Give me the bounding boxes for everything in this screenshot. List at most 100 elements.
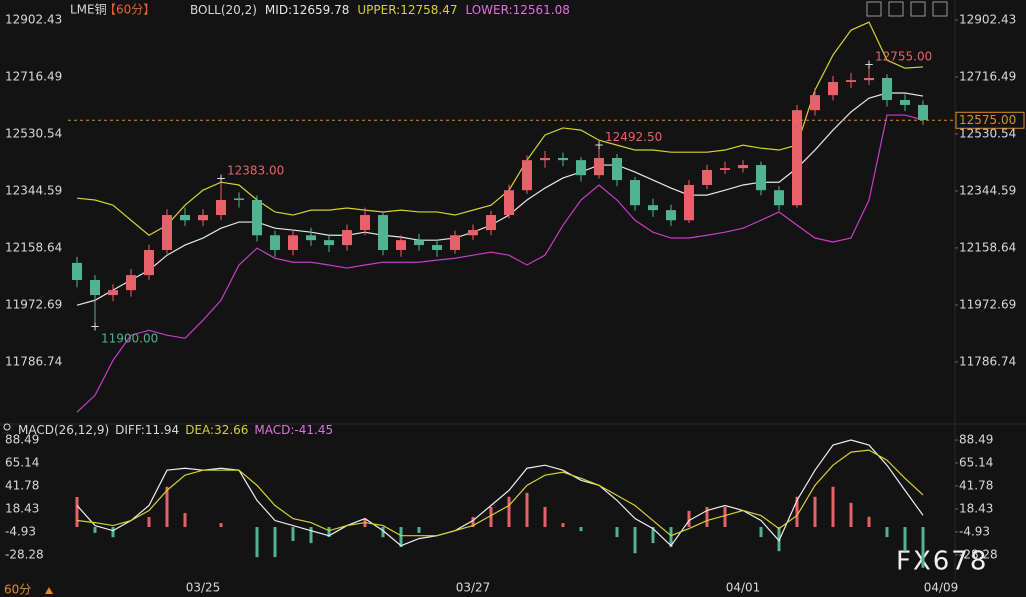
candle-body xyxy=(270,235,280,250)
y-tick-label: 88.49 xyxy=(959,433,993,447)
settings-icon[interactable] xyxy=(3,423,11,431)
candle-body xyxy=(162,215,172,250)
y-tick-label: 88.49 xyxy=(5,433,39,447)
y-tick-label: -4.93 xyxy=(5,524,36,538)
boll-line xyxy=(76,21,924,236)
macd-bar xyxy=(273,527,277,558)
last-price-label: 12575.00 xyxy=(959,113,1016,127)
extreme-marker: + xyxy=(216,172,226,186)
candle-body xyxy=(594,157,604,176)
macd-bar xyxy=(381,527,385,538)
indicator-label: UPPER:12758.47 xyxy=(357,3,457,17)
icon[interactable] xyxy=(932,1,948,17)
macd-bar xyxy=(813,496,817,528)
candle-body xyxy=(900,100,910,105)
macd-bar xyxy=(651,527,655,544)
y-tick-label: -4.93 xyxy=(959,524,990,538)
extreme-marker: + xyxy=(90,320,100,334)
macd-bar xyxy=(687,510,691,528)
x-tick-label: 04/01 xyxy=(726,581,761,595)
icon[interactable] xyxy=(888,1,904,17)
y-tick-label: 12902.43 xyxy=(959,12,1016,26)
extreme-label: 11900.00 xyxy=(101,332,158,346)
last-price-box xyxy=(955,111,1025,129)
candle-body xyxy=(342,230,352,246)
extreme-label: 12383.00 xyxy=(227,164,284,178)
candle-body xyxy=(504,190,514,216)
macd-bar xyxy=(309,527,313,544)
macd-bar xyxy=(579,527,583,532)
chart-title: MACD(26,12,9) xyxy=(18,423,109,437)
candle-body xyxy=(126,275,136,291)
candle-body xyxy=(774,190,784,206)
x-tick-label: 04/09 xyxy=(924,581,959,595)
candle-body xyxy=(180,215,190,221)
candle-body xyxy=(558,157,568,161)
candle-body xyxy=(828,81,838,96)
indicator-header: MACD(26,12,9) DIFF:11.94 DEA:32.66 MACD:-41… xyxy=(18,423,333,437)
x-tick-label: 03/25 xyxy=(186,581,221,595)
candle-body xyxy=(216,200,226,216)
macd-bar xyxy=(543,506,547,528)
macd-bar xyxy=(417,527,421,533)
candle-body xyxy=(684,184,694,221)
candle-body xyxy=(576,160,586,176)
extreme-marker: + xyxy=(594,138,604,152)
candle-body xyxy=(468,230,478,236)
macd-bar xyxy=(903,527,907,552)
macd-bar xyxy=(723,506,727,528)
candle-body xyxy=(486,215,496,231)
y-tick-label: 18.43 xyxy=(5,501,39,515)
indicator-label: MID:12659.78 xyxy=(265,3,349,17)
candle-body xyxy=(306,235,316,241)
candle-body xyxy=(378,215,388,250)
y-tick-label: 12158.64 xyxy=(5,240,62,254)
macd-bar xyxy=(615,527,619,538)
macd-bar xyxy=(561,523,565,528)
boll-line xyxy=(76,92,924,306)
candle-body xyxy=(90,280,100,296)
x-tick-label: 03/27 xyxy=(456,581,491,595)
macd-bar xyxy=(669,527,673,548)
y-tick-label: 18.43 xyxy=(959,501,993,515)
footer-arrow[interactable] xyxy=(45,587,53,594)
candle-body xyxy=(630,180,640,206)
macd-bar xyxy=(867,516,871,528)
y-tick-label: 12530.54 xyxy=(959,126,1016,140)
y-tick-label: 65.14 xyxy=(959,455,993,469)
chart-title: LME铜 xyxy=(70,2,107,17)
icon[interactable] xyxy=(910,1,926,17)
macd-bar xyxy=(777,527,781,552)
indicator-label: DEA:32.66 xyxy=(185,423,248,437)
footer-period[interactable]: 60分 xyxy=(4,583,31,597)
candle-body xyxy=(702,169,712,185)
candle-body xyxy=(288,235,298,250)
macd-bar xyxy=(507,496,511,528)
indicator-label: BOLL(20,2) xyxy=(190,3,257,17)
macd-bar xyxy=(633,527,637,554)
macd-bar xyxy=(219,523,223,528)
macd-bar xyxy=(399,527,403,548)
macd-bar xyxy=(489,506,493,528)
macd-bar xyxy=(93,527,97,533)
y-tick-label: 12344.59 xyxy=(959,183,1016,197)
macd-bar xyxy=(255,527,259,558)
candle-body xyxy=(324,240,334,246)
candle-body xyxy=(756,165,766,191)
macd-bar xyxy=(831,486,835,528)
toolbar-icons[interactable] xyxy=(866,1,948,17)
macd-bar xyxy=(525,492,529,528)
icon[interactable] xyxy=(866,1,882,17)
extreme-label: 12755.00 xyxy=(875,50,932,64)
candle-body xyxy=(792,110,802,206)
candle-body xyxy=(234,198,244,201)
macd-bar xyxy=(327,527,331,538)
y-tick-label: 11786.74 xyxy=(5,354,62,368)
candle-body xyxy=(666,210,676,221)
macd-bar xyxy=(75,496,79,528)
y-tick-label: 12716.49 xyxy=(959,69,1016,83)
macd-bar xyxy=(147,516,151,528)
macd-bar xyxy=(759,527,763,538)
macd-bar xyxy=(183,513,187,528)
